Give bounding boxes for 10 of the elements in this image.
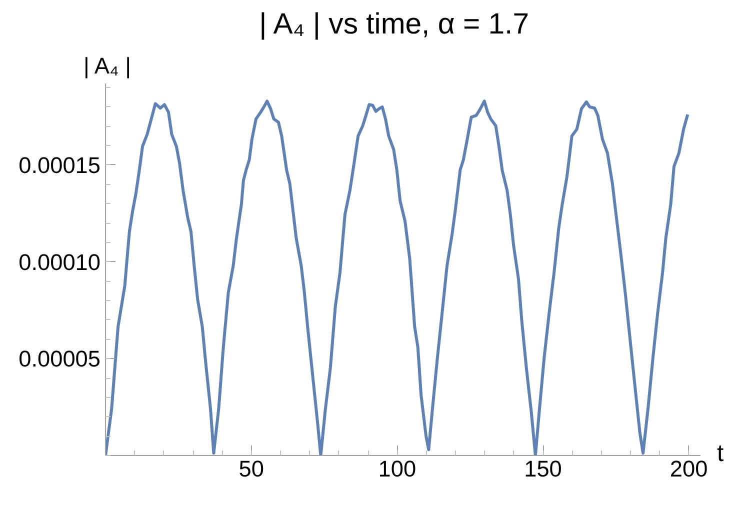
x-tick-label: 200	[670, 456, 708, 482]
y-tick-label: 0.00010	[18, 248, 101, 275]
x-tick-label: 50	[238, 456, 264, 482]
x-tick-label: 100	[378, 456, 416, 482]
x-tick-label: 150	[524, 456, 562, 482]
y-tick-label: 0.00005	[18, 346, 101, 372]
x-axis-title: t	[717, 439, 724, 469]
y-tick-label: 0.00015	[18, 152, 101, 178]
chart-title: | A₄ | vs time, α = 1.7	[259, 8, 530, 40]
y-axis-title: | A₄ |	[84, 52, 131, 78]
